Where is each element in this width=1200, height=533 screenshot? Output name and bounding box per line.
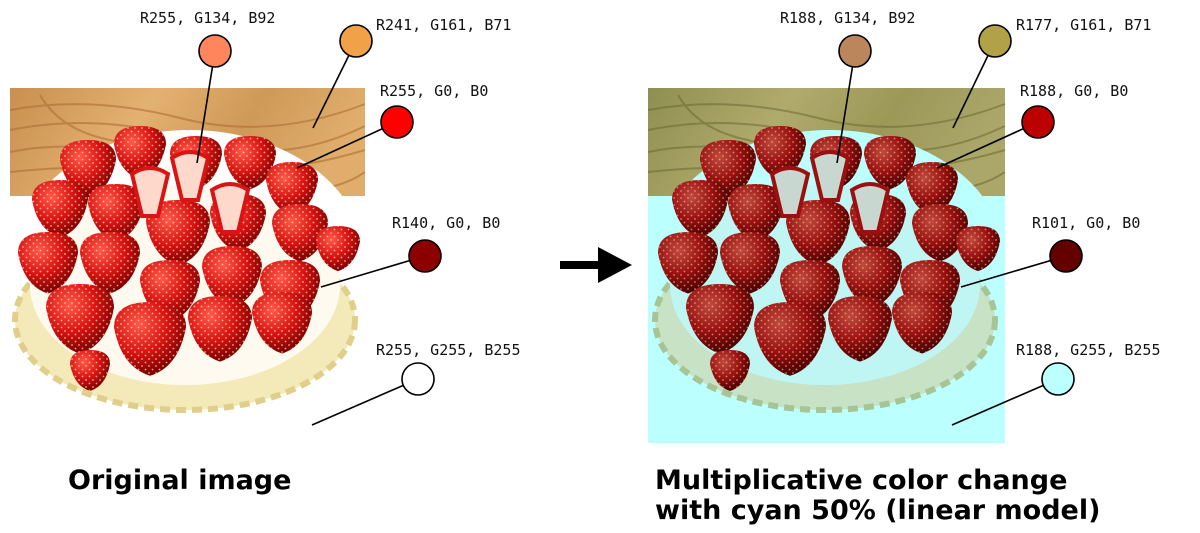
filtered-caption-line2: with cyan 50% (linear model) (655, 495, 1101, 526)
strawberry (114, 302, 186, 376)
original-color-label: R140, G0, B0 (392, 214, 500, 232)
arrow-shaft (560, 261, 600, 269)
strawberry (864, 136, 916, 190)
strawberry (786, 200, 850, 266)
strawberry (754, 126, 806, 180)
arrow-head (598, 247, 632, 283)
strawberry (658, 232, 718, 294)
cut-strawberry (849, 182, 891, 234)
filtered-color-swatch (978, 24, 1012, 58)
original-leader-line (320, 255, 426, 288)
filtered-sample: R177, G161, B71 (952, 16, 1151, 129)
filtered-leader-line (936, 121, 1039, 169)
strawberry (188, 296, 252, 362)
strawberry (252, 292, 312, 354)
filtered-leader-line (951, 378, 1059, 426)
original-color-swatch (198, 34, 232, 68)
original-color-swatch (408, 239, 442, 273)
strawberry (728, 184, 784, 242)
strawberry (266, 162, 318, 216)
strawberry (828, 296, 892, 362)
strawberry (956, 226, 1000, 272)
filtered-color-swatch (1049, 239, 1083, 273)
strawberry (672, 180, 728, 238)
filtered-color-samples: R188, G134, B92 R177, G161, B71 R188, G0, … (780, 9, 1161, 426)
cut-strawberry (769, 166, 811, 218)
strawberry (46, 284, 114, 354)
strawberry (146, 200, 210, 266)
strawberry (686, 284, 754, 354)
filtered-sample: R101, G0, B0 (960, 214, 1140, 288)
filtered-caption-line1: Multiplicative color change (655, 465, 1068, 496)
filtered-color-label: R101, G0, B0 (1032, 214, 1140, 232)
strawberry (18, 232, 78, 294)
strawberry (202, 246, 262, 308)
strawberry (754, 302, 826, 376)
cut-strawberry (809, 150, 851, 202)
filtered-leader-line (836, 50, 856, 164)
cut-strawberry (129, 166, 171, 218)
filtered-color-label: R188, G134, B92 (780, 9, 915, 27)
filtered-color-label: R188, G255, B255 (1016, 341, 1161, 359)
strawberry (88, 184, 144, 242)
filtered-photo (647, 88, 1006, 443)
filtered-leader-line (960, 255, 1067, 288)
original-color-label: R241, G161, B71 (376, 16, 511, 34)
filtered-color-swatch (838, 34, 872, 68)
original-color-label: R255, G0, B0 (380, 82, 488, 100)
strawberry (114, 126, 166, 180)
filtered-color-label: R188, G0, B0 (1020, 82, 1128, 100)
strawberry (710, 350, 750, 391)
original-caption-text: Original image (68, 465, 292, 496)
strawberry (32, 180, 88, 238)
original-sample: R255, G0, B0 (296, 82, 488, 169)
filtered-color-swatch (1041, 362, 1075, 396)
cut-strawberry (169, 150, 211, 202)
strawberry (906, 162, 958, 216)
original-sample: R140, G0, B0 (320, 214, 500, 288)
original-color-label: R255, G255, B255 (376, 341, 521, 359)
original-leader-line (296, 121, 398, 169)
filtered-sample: R188, G255, B255 (951, 341, 1161, 426)
strawberry (912, 204, 968, 262)
cut-strawberry (209, 182, 251, 234)
filtered-caption: Multiplicative color change with cyan 50… (655, 466, 1100, 526)
strawberry (892, 292, 952, 354)
original-color-label: R255, G134, B92 (140, 9, 275, 27)
filtered-color-swatch (1021, 105, 1055, 139)
strawberry (842, 246, 902, 308)
original-sample: R241, G161, B71 (312, 16, 511, 129)
filtered-sample: R188, G0, B0 (936, 82, 1128, 169)
original-leader-line (196, 50, 216, 164)
strawberry (80, 232, 140, 294)
original-caption: Original image (68, 466, 291, 496)
strawberry (70, 350, 110, 391)
filtered-color-label: R177, G161, B71 (1016, 16, 1151, 34)
strawberry (224, 136, 276, 190)
original-color-samples: R255, G134, B92 R241, G161, B71 R255, G0, … (140, 9, 521, 426)
original-color-swatch (380, 105, 414, 139)
strawberry (720, 232, 780, 294)
strawberries (18, 126, 360, 391)
original-photo (9, 88, 366, 413)
original-leader-line (311, 378, 419, 426)
strawberry (316, 226, 360, 272)
filtered-sample: R188, G134, B92 (780, 9, 915, 164)
original-color-swatch (401, 362, 435, 396)
strawberry (272, 204, 328, 262)
strawberries-filtered (658, 126, 1000, 391)
original-sample: R255, G134, B92 (140, 9, 275, 164)
original-sample: R255, G255, B255 (311, 341, 521, 426)
arrow (560, 247, 632, 283)
original-color-swatch (339, 24, 373, 58)
